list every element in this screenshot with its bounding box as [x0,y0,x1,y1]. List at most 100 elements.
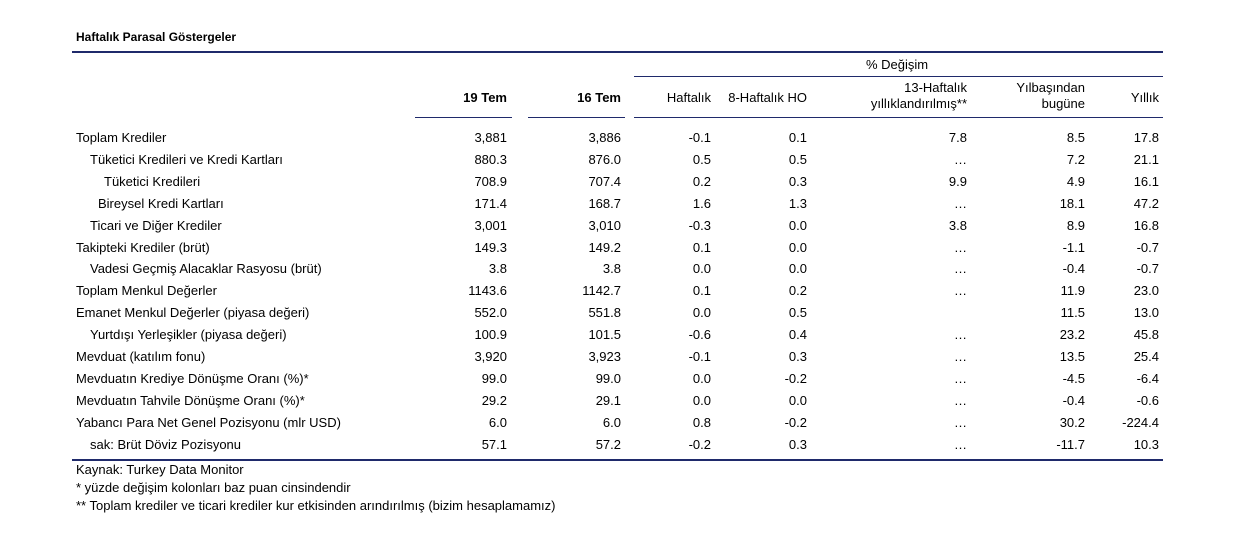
header-8-haftalik: 8-Haftalık HO [728,90,807,105]
header-19-tem: 19 Tem [463,90,507,105]
table-row: Tüketici Kredileri 708.9 707.4 0.2 0.3 9.9 4.9… [0,171,1239,193]
value-13-haftalik: … [954,239,967,255]
table-row: Mevduatın Tahvile Dönüşme Oranı (%)* 29.2… [0,390,1239,412]
value-yillik: 10.3 [1133,436,1159,452]
value-16-tem: 3,886 [588,130,621,145]
value-16-tem: 29.1 [595,392,621,408]
value-haftalik: 0.0 [692,392,711,408]
row-label: Emanet Menkul Değerler (piyasa değeri) [76,305,310,321]
value-16-tem: 99.0 [595,370,621,386]
header-group-label: % Değişim [866,57,929,72]
col2-underline [528,117,625,118]
row-label: Mevduatın Tahvile Dönüşme Oranı (%)* [76,392,305,408]
value-8-haftalik: 0.0 [788,392,807,408]
bottom-rule [72,459,1163,461]
value-13-haftalik: … [954,151,967,167]
value-haftalik: -0.2 [688,436,711,452]
value-19-tem: 57.1 [481,436,507,452]
value-8-haftalik: 1.3 [788,195,807,211]
value-19-tem: 1143.6 [468,283,507,299]
value-19-tem: 100.9 [474,327,507,343]
value-haftalik: 0.2 [692,173,711,189]
value-yillik: -224.4 [1122,414,1159,430]
value-19-tem: 552.0 [474,305,507,321]
value-haftalik: 1.6 [692,195,711,211]
row-label: Vadesi Geçmiş Alacaklar Rasyosu (brüt) [90,261,322,277]
value-13-haftalik: … [954,283,967,299]
row-label: sak: Brüt Döviz Pozisyonu [90,436,242,452]
value-yilbasindan: -0.4 [1062,261,1085,277]
value-yillik: 25.4 [1133,349,1159,364]
value-yilbasindan: -1.1 [1062,239,1085,255]
value-16-tem: 1142.7 [582,283,621,299]
value-yilbasindan: 23.2 [1059,327,1085,343]
value-haftalik: 0.8 [692,414,711,430]
table-row: Emanet Menkul Değerler (piyasa değeri) 55… [0,302,1239,324]
value-16-tem: 3,010 [588,217,621,233]
value-yillik: 13.0 [1133,305,1159,321]
value-16-tem: 3,923 [588,349,621,364]
value-19-tem: 3.8 [488,261,507,277]
table-row: Takipteki Krediler (brüt) 149.3 149.2 0.1 0.… [0,237,1239,259]
row-label: Toplam Krediler [76,130,167,145]
value-13-haftalik: … [954,349,967,364]
value-haftalik: 0.0 [692,305,711,321]
value-yillik: 16.8 [1133,217,1159,233]
group-underline [634,76,1163,77]
value-yillik: -6.4 [1136,370,1159,386]
row-label: Mevduat (katılım fonu) [76,349,206,364]
value-8-haftalik: 0.0 [788,217,807,233]
value-13-haftalik: … [954,436,967,452]
table-row: Ticari ve Diğer Krediler 3,001 3,010 -0.3 0.… [0,215,1239,237]
value-8-haftalik: 0.4 [788,327,807,343]
value-haftalik: 0.0 [692,261,711,277]
top-rule [72,51,1163,53]
header-yilbasindan: Yılbaşından bugüne [1016,80,1085,112]
value-8-haftalik: -0.2 [784,414,807,430]
table-row: Vadesi Geçmiş Alacaklar Rasyosu (brüt) 3.… [0,258,1239,280]
footnote-1: * yüzde değişim kolonları baz puan cinsi… [76,480,351,495]
value-16-tem: 6.0 [602,414,621,430]
value-16-tem: 101.5 [588,327,621,343]
table-title: Haftalık Parasal Göstergeler [76,30,237,44]
value-yillik: -0.7 [1136,261,1159,277]
header-13-haftalik-line1: 13-Haftalık [904,80,967,95]
value-13-haftalik: 9.9 [948,173,967,189]
footnote-source: Kaynak: Turkey Data Monitor [76,462,244,477]
value-yillik: 16.1 [1133,173,1159,189]
value-19-tem: 29.2 [481,392,507,408]
value-yilbasindan: -11.7 [1056,436,1085,452]
value-haftalik: 0.1 [692,239,711,255]
table-row: sak: Brüt Döviz Pozisyonu 57.1 57.2 -0.2 0.3… [0,434,1239,456]
value-8-haftalik: 0.5 [788,151,807,167]
row-label: Ticari ve Diğer Krediler [90,217,222,233]
table-row: Yurtdışı Yerleşikler (piyasa değeri) 100.… [0,324,1239,346]
row-label: Yurtdışı Yerleşikler (piyasa değeri) [90,327,287,343]
value-yillik: -0.7 [1136,239,1159,255]
row-label: Toplam Menkul Değerler [76,283,217,299]
value-16-tem: 876.0 [588,151,621,167]
table-row: Toplam Krediler 3,881 3,886 -0.1 0.1 7.8 8.5 17… [0,127,1239,149]
value-8-haftalik: 0.1 [788,130,807,145]
value-19-tem: 149.3 [474,239,507,255]
value-8-haftalik: 0.3 [788,349,807,364]
value-13-haftalik: 7.8 [948,130,967,145]
header-13-haftalik: 13-Haftalık yıllıklandırılmış** [871,80,967,112]
table-row: Toplam Menkul Değerler 1143.6 1142.7 0.1 0.2… [0,280,1239,302]
row-label: Takipteki Krediler (brüt) [76,239,210,255]
value-haftalik: -0.3 [688,217,711,233]
value-19-tem: 99.0 [481,370,507,386]
row-label: Yabancı Para Net Genel Pozisyonu (mlr US… [76,414,341,430]
value-yillik: 23.0 [1133,283,1159,299]
value-16-tem: 168.7 [588,195,621,211]
value-yilbasindan: -4.5 [1062,370,1085,386]
footnote-2: ** Toplam krediler ve ticari krediler ku… [76,498,556,513]
value-8-haftalik: 0.0 [788,239,807,255]
row-label: Mevduatın Krediye Dönüşme Oranı (%)* [76,370,309,386]
value-haftalik: 0.5 [692,151,711,167]
value-8-haftalik: 0.3 [788,173,807,189]
value-yillik: -0.6 [1136,392,1159,408]
value-yillik: 45.8 [1133,327,1159,343]
value-yilbasindan: 7.2 [1066,151,1085,167]
value-16-tem: 551.8 [588,305,621,321]
